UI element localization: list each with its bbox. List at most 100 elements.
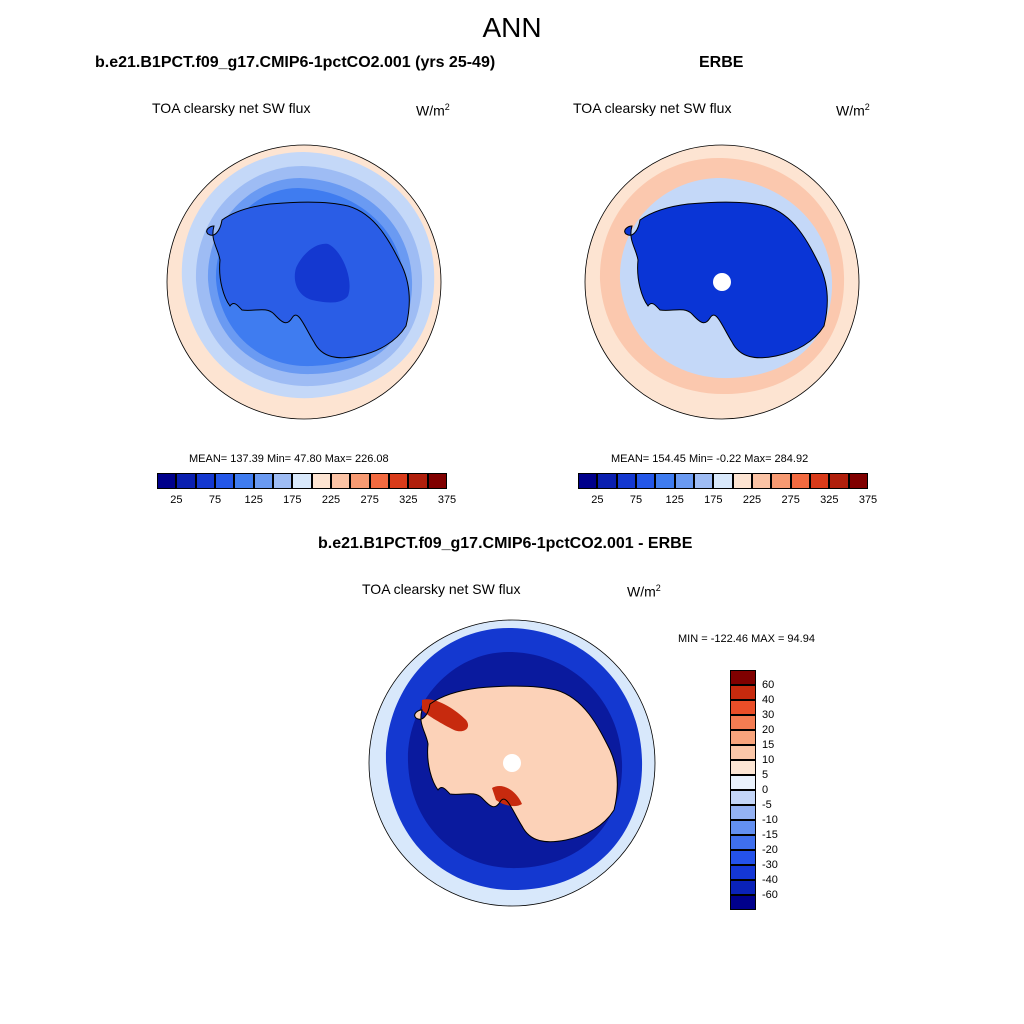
colorbar-tick-label: 175	[704, 494, 723, 506]
colorbar-swatch	[730, 715, 756, 730]
colorbar-tick-label: 25	[170, 494, 183, 506]
colorbar-tick-label: 125	[244, 494, 263, 506]
colorbar-swatch	[694, 473, 714, 489]
diff-panel-title: b.e21.B1PCT.f09_g17.CMIP6-1pctCO2.001 - …	[318, 535, 693, 552]
obs-variable-label: TOA clearsky net SW flux	[573, 100, 732, 116]
model-colorbar	[157, 473, 447, 489]
diff-colorbar	[730, 670, 756, 910]
obs-stats: MEAN= 154.45 Min= -0.22 Max= 284.92	[611, 453, 809, 465]
colorbar-tick-label: 325	[399, 494, 418, 506]
colorbar-swatch	[790, 473, 810, 489]
colorbar-swatch	[253, 473, 273, 489]
colorbar-swatch	[810, 473, 830, 489]
colorbar-swatch	[730, 700, 756, 715]
colorbar-swatch	[157, 473, 177, 489]
colorbar-swatch	[732, 473, 752, 489]
diff-polar-map	[368, 619, 656, 907]
colorbar-swatch	[176, 473, 196, 489]
obs-coastline	[624, 201, 828, 359]
colorbar-swatch	[389, 473, 409, 489]
colorbar-tick-label: 15	[762, 739, 775, 751]
colorbar-swatch	[311, 473, 331, 489]
colorbar-swatch	[616, 473, 636, 489]
colorbar-swatch	[674, 473, 694, 489]
colorbar-swatch	[730, 730, 756, 745]
obs-pole-hole	[713, 273, 731, 291]
model-colorbar-ticks: 25 75 125 175 225 275 325 375	[157, 494, 456, 508]
colorbar-swatch	[195, 473, 215, 489]
colorbar-tick-label: 40	[762, 694, 775, 706]
colorbar-tick-label: 20	[762, 724, 775, 736]
colorbar-tick-label: -60	[762, 889, 778, 901]
colorbar-swatch	[597, 473, 617, 489]
colorbar-tick-label: -15	[762, 829, 778, 841]
colorbar-swatch	[292, 473, 312, 489]
colorbar-tick-label: 375	[858, 494, 878, 506]
colorbar-tick-label: -10	[762, 814, 778, 826]
colorbar-tick-label: 125	[665, 494, 684, 506]
diff-units-label: W/m2	[627, 583, 661, 600]
obs-colorbar-ticks: 25 75 125 175 225 275 325 375	[578, 494, 877, 508]
colorbar-swatch	[730, 670, 756, 685]
colorbar-tick-label: -40	[762, 874, 778, 886]
colorbar-swatch	[730, 880, 756, 895]
obs-map-border	[584, 144, 860, 420]
colorbar-swatch	[215, 473, 235, 489]
colorbar-tick-label: 225	[321, 494, 341, 506]
colorbar-tick-label: 75	[208, 494, 222, 506]
colorbar-swatch	[848, 473, 868, 489]
colorbar-swatch	[730, 775, 756, 790]
colorbar-swatch	[752, 473, 772, 489]
colorbar-tick-label: 375	[437, 494, 457, 506]
diff-colorbar-ticks: 60 40 30 20 15 10 5 0 -5 -10 -15 -20 -30 -40 -60	[762, 670, 822, 910]
colorbar-tick-label: 25	[591, 494, 604, 506]
diff-stats: MIN = -122.46 MAX = 94.94	[678, 633, 815, 645]
colorbar-tick-label: 10	[762, 754, 775, 766]
obs-panel-title: ERBE	[699, 54, 744, 71]
colorbar-swatch	[730, 805, 756, 820]
diff-coastline	[414, 685, 618, 843]
colorbar-tick-label: 0	[762, 784, 769, 796]
colorbar-swatch	[730, 790, 756, 805]
colorbar-swatch	[427, 473, 447, 489]
diff-map-border	[368, 619, 656, 907]
colorbar-swatch	[655, 473, 675, 489]
colorbar-swatch	[730, 895, 756, 910]
colorbar-swatch	[578, 473, 598, 489]
colorbar-swatch	[234, 473, 254, 489]
colorbar-swatch	[636, 473, 656, 489]
colorbar-tick-label: 60	[762, 679, 775, 691]
colorbar-swatch	[350, 473, 370, 489]
colorbar-tick-label: 5	[762, 769, 769, 781]
colorbar-swatch	[730, 850, 756, 865]
model-stats: MEAN= 137.39 Min= 47.80 Max= 226.08	[189, 453, 389, 465]
model-coastline	[206, 201, 410, 359]
colorbar-tick-label: 275	[781, 494, 800, 506]
colorbar-swatch	[730, 835, 756, 850]
colorbar-swatch	[408, 473, 428, 489]
colorbar-tick-label: 225	[742, 494, 762, 506]
model-variable-label: TOA clearsky net SW flux	[152, 100, 311, 116]
colorbar-swatch	[730, 685, 756, 700]
colorbar-swatch	[331, 473, 351, 489]
diff-pole-hole	[503, 754, 521, 772]
figure-title: ANN	[482, 12, 542, 43]
colorbar-swatch	[369, 473, 389, 489]
model-map-border	[166, 144, 442, 420]
diff-variable-label: TOA clearsky net SW flux	[362, 581, 521, 597]
colorbar-swatch	[829, 473, 849, 489]
colorbar-tick-label: -5	[762, 799, 772, 811]
colorbar-swatch	[771, 473, 791, 489]
colorbar-tick-label: 30	[762, 709, 775, 721]
colorbar-swatch	[713, 473, 733, 489]
colorbar-tick-label: -30	[762, 859, 778, 871]
model-polar-map	[166, 144, 442, 420]
colorbar-tick-label: 175	[283, 494, 302, 506]
obs-polar-map	[584, 144, 860, 420]
colorbar-tick-label: 325	[820, 494, 839, 506]
model-units-label: W/m2	[416, 102, 450, 119]
diff-red-patch-south	[492, 785, 522, 807]
colorbar-swatch	[730, 745, 756, 760]
diff-red-patch-west	[422, 699, 469, 732]
model-panel-title: b.e21.B1PCT.f09_g17.CMIP6-1pctCO2.001 (y…	[95, 54, 496, 71]
